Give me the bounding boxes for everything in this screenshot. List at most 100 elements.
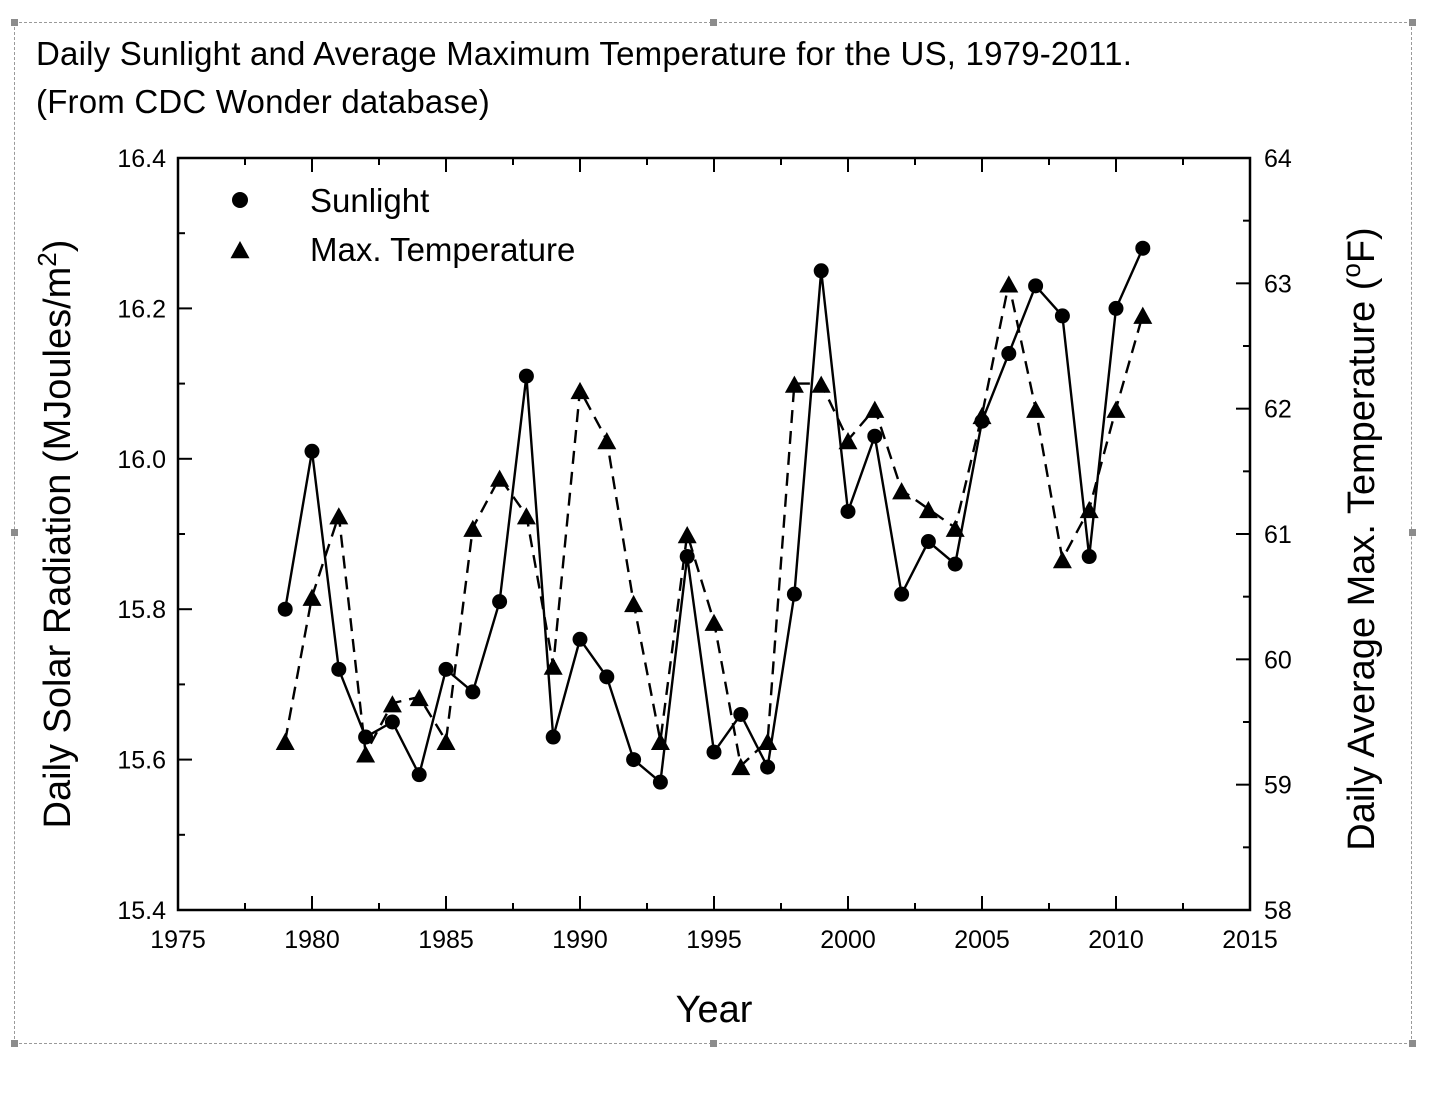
sunlight-point bbox=[1001, 346, 1017, 362]
chart-subtitle: (From CDC Wonder database) bbox=[36, 83, 490, 120]
y-right-tick-label: 62 bbox=[1264, 396, 1292, 424]
resize-handle-bottom[interactable] bbox=[710, 1040, 717, 1047]
y-right-tick-label: 63 bbox=[1264, 270, 1292, 298]
resize-handle-right[interactable] bbox=[1409, 529, 1416, 536]
resize-handle-bottom-right[interactable] bbox=[1409, 1040, 1416, 1047]
x-tick-label: 1995 bbox=[686, 926, 742, 954]
legend-marker-sunlight bbox=[232, 192, 248, 208]
sunlight-point bbox=[706, 744, 722, 760]
sunlight-point bbox=[1081, 549, 1097, 565]
max-temperature-point bbox=[704, 613, 724, 631]
max-temperature-point bbox=[865, 400, 885, 418]
max-temperature-point bbox=[329, 507, 349, 525]
sunlight-point bbox=[947, 556, 963, 572]
y-right-tick-label: 60 bbox=[1264, 646, 1292, 674]
max-temperature-point bbox=[731, 757, 751, 776]
y-axis-right-title: Daily Average Max. Temperature (oF) bbox=[1336, 227, 1383, 850]
max-temperature-point bbox=[811, 375, 831, 393]
x-tick-label: 1975 bbox=[150, 926, 206, 954]
x-tick-label: 2000 bbox=[820, 926, 876, 954]
max-temperature-point bbox=[543, 657, 563, 675]
x-tick-label: 2010 bbox=[1088, 926, 1144, 954]
max-temperature-point bbox=[436, 732, 456, 750]
max-temperature-point bbox=[597, 432, 617, 450]
legend-label-sunlight: Sunlight bbox=[310, 182, 429, 219]
y-left-tick-label: 15.6 bbox=[117, 747, 166, 775]
sunlight-point bbox=[572, 631, 588, 647]
resize-handle-top-left[interactable] bbox=[11, 19, 18, 26]
max-temperature-point bbox=[490, 469, 510, 487]
x-axis-title: Year bbox=[676, 989, 753, 1031]
sunlight-point bbox=[1028, 278, 1044, 294]
sunlight-point bbox=[465, 684, 481, 700]
sunlight-point bbox=[518, 368, 534, 384]
sunlight-point bbox=[652, 774, 668, 790]
y-axis-right-title-superscript: o bbox=[1336, 263, 1366, 277]
sunlight-point bbox=[760, 759, 776, 775]
y-left-tick-label: 15.4 bbox=[117, 897, 166, 925]
y-axis-right-title-text: Daily Average Max. Temperature ( bbox=[1341, 277, 1383, 850]
y-axis-left-title-text: Daily Solar Radiation (MJoules/m bbox=[37, 267, 79, 829]
y-left-tick-label: 16.2 bbox=[117, 295, 166, 323]
y-right-tick-label: 59 bbox=[1264, 772, 1292, 800]
max-temperature-point bbox=[999, 275, 1019, 293]
plot-area-border bbox=[176, 156, 1252, 912]
sunlight-point bbox=[786, 586, 802, 602]
max-temperature-point bbox=[972, 406, 992, 425]
y-right-tick-label: 64 bbox=[1264, 145, 1292, 173]
y-axis-left-title-suffix: ) bbox=[37, 240, 79, 253]
sunlight-point bbox=[920, 534, 936, 550]
sunlight-point bbox=[867, 428, 883, 444]
resize-handle-top[interactable] bbox=[710, 19, 717, 26]
sunlight-point bbox=[813, 263, 829, 279]
series-layer bbox=[275, 240, 1153, 790]
legend-marker-max-temperature bbox=[230, 241, 250, 259]
max-temperature-point bbox=[1133, 306, 1153, 324]
sunlight-point bbox=[733, 706, 749, 722]
max-temperature-point bbox=[892, 482, 912, 500]
y-axis-right-title-suffix: F) bbox=[1341, 227, 1383, 263]
y-axis-left-title: Daily Solar Radiation (MJoules/m2) bbox=[32, 240, 79, 829]
max-temperature-point bbox=[570, 381, 590, 400]
sunlight-point bbox=[411, 767, 427, 783]
max-temperature-point bbox=[838, 432, 858, 450]
sunlight-point bbox=[1135, 240, 1151, 256]
x-tick-label: 2005 bbox=[954, 926, 1010, 954]
sunlight-point bbox=[331, 661, 347, 677]
chart-title: Daily Sunlight and Average Maximum Tempe… bbox=[36, 35, 1133, 72]
resize-handle-bottom-left[interactable] bbox=[11, 1040, 18, 1047]
max-temperature-point bbox=[650, 732, 670, 750]
resize-handle-top-right[interactable] bbox=[1409, 19, 1416, 26]
sunlight-point bbox=[277, 601, 293, 617]
legend: Sunlight Max. Temperature bbox=[230, 182, 575, 268]
max-temperature-point bbox=[1026, 400, 1046, 418]
max-temperature-point bbox=[1052, 551, 1072, 569]
max-temperature-point bbox=[677, 526, 697, 544]
x-tick-label: 2015 bbox=[1222, 926, 1278, 954]
sunlight-point bbox=[840, 503, 856, 519]
max-temperature-point bbox=[275, 732, 295, 750]
sunlight-point bbox=[304, 443, 320, 459]
chart-title-block: Daily Sunlight and Average Maximum Tempe… bbox=[36, 30, 1132, 126]
sunlight-point bbox=[1054, 308, 1070, 324]
y-left-tick-label: 16.0 bbox=[117, 446, 166, 474]
x-tick-label: 1980 bbox=[284, 926, 340, 954]
x-tick-label: 1985 bbox=[418, 926, 474, 954]
max-temperature-point bbox=[1106, 400, 1126, 418]
sunlight-point bbox=[545, 729, 561, 745]
max-temperature-point bbox=[1079, 500, 1099, 519]
max-temperature-point bbox=[784, 375, 804, 393]
y-right-tick-label: 58 bbox=[1264, 897, 1292, 925]
sunlight-point bbox=[626, 752, 642, 768]
sunlight-point bbox=[492, 594, 508, 610]
max-temperature-point bbox=[624, 594, 644, 613]
max-temperature-point bbox=[945, 519, 965, 537]
sunlight-point bbox=[894, 586, 910, 602]
sunlight-point bbox=[1108, 300, 1124, 316]
resize-handle-left[interactable] bbox=[11, 529, 18, 536]
max-temperature-point bbox=[356, 745, 376, 763]
y-left-tick-label: 16.4 bbox=[117, 145, 166, 173]
max-temperature-point bbox=[382, 695, 402, 713]
y-left-tick-label: 15.8 bbox=[117, 596, 166, 624]
